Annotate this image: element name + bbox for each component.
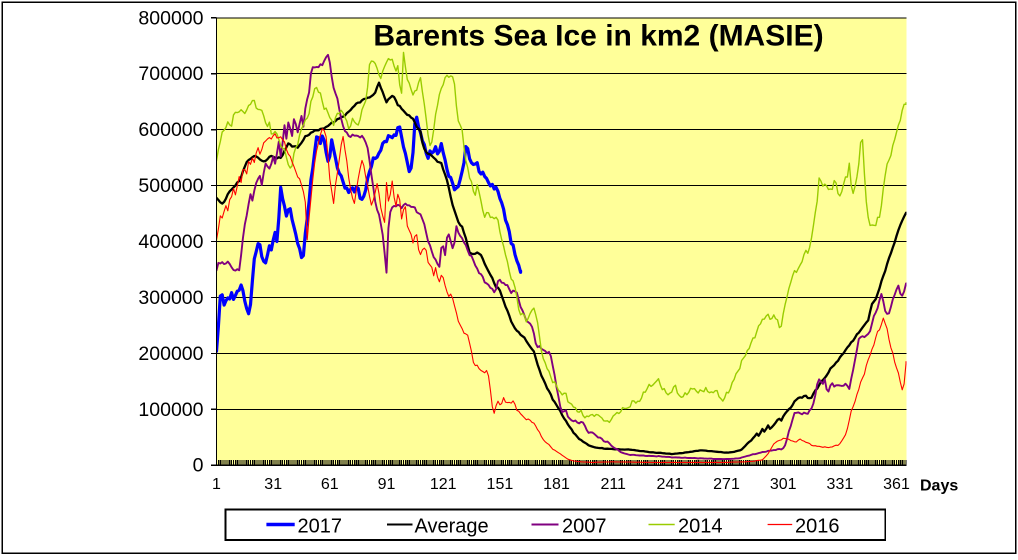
svg-text:1: 1 [212,476,221,493]
svg-text:211: 211 [600,476,626,493]
svg-text:181: 181 [543,476,570,493]
svg-text:Barents Sea Ice in km2 (MASIE): Barents Sea Ice in km2 (MASIE) [373,20,823,53]
svg-text:300000: 300000 [138,287,203,309]
svg-text:0: 0 [193,455,204,477]
svg-text:200000: 200000 [138,343,203,365]
svg-text:301: 301 [770,476,797,493]
svg-text:331: 331 [827,476,854,493]
svg-text:800000: 800000 [138,7,203,29]
svg-text:2007: 2007 [562,516,607,538]
svg-text:Average: Average [415,516,489,538]
svg-text:241: 241 [657,476,684,493]
svg-text:100000: 100000 [138,399,203,421]
svg-text:361: 361 [883,476,910,493]
svg-text:151: 151 [487,476,514,493]
svg-text:121: 121 [430,476,457,493]
svg-text:2014: 2014 [678,516,723,538]
svg-text:700000: 700000 [138,63,203,85]
svg-text:400000: 400000 [138,231,203,253]
svg-text:Days: Days [920,478,958,495]
svg-text:600000: 600000 [138,119,203,141]
svg-text:91: 91 [378,476,396,493]
svg-text:2016: 2016 [795,516,840,538]
svg-text:271: 271 [713,476,740,493]
svg-text:31: 31 [264,476,282,493]
svg-text:61: 61 [321,476,339,493]
svg-text:2017: 2017 [298,516,343,538]
svg-text:500000: 500000 [138,175,203,197]
